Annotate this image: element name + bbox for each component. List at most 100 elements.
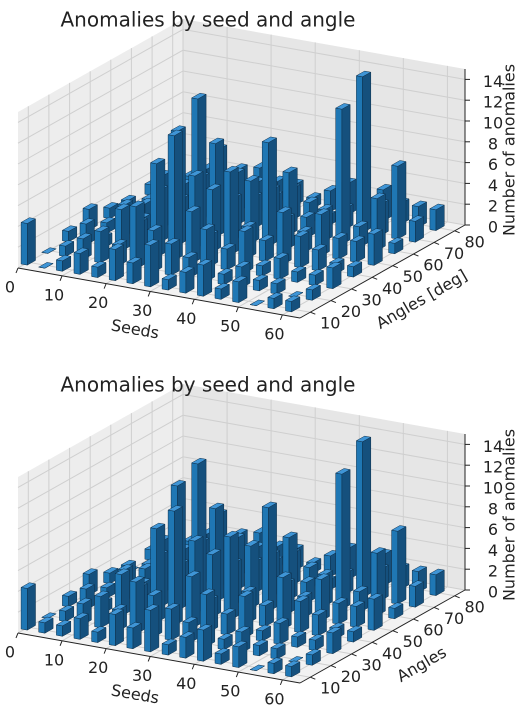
bar-front: [179, 271, 187, 294]
bar-top: [149, 157, 166, 165]
bar-top: [181, 251, 198, 258]
bar: [161, 273, 178, 291]
z-tick-label: 14: [483, 72, 503, 91]
z-tick-label: 6: [488, 520, 498, 539]
bar: [231, 640, 248, 669]
bar-front: [91, 630, 99, 643]
x-tick: [147, 656, 151, 662]
y-tick-label: 60: [423, 621, 443, 640]
bar-top: [58, 605, 75, 612]
bar-top: [325, 626, 342, 634]
bar: [164, 238, 181, 276]
bar-top: [223, 165, 240, 173]
bar: [408, 580, 425, 608]
bar-top: [305, 283, 322, 291]
x-tick: [103, 283, 107, 289]
z-tick-label: 4: [488, 176, 498, 195]
bar: [143, 239, 160, 288]
bar-front: [62, 595, 69, 608]
bar-top: [352, 585, 369, 593]
bar-front: [126, 261, 134, 285]
z-tick-label: 12: [483, 458, 503, 477]
bar: [284, 660, 301, 678]
bar-top: [387, 602, 404, 609]
bar-top: [258, 234, 275, 241]
y-tick: [413, 618, 419, 622]
y-tick: [392, 265, 398, 269]
bar-front: [232, 645, 240, 668]
bar-front: [56, 624, 63, 637]
bar: [196, 624, 213, 662]
bar: [308, 269, 325, 287]
bar-side: [300, 231, 310, 269]
bar-side: [300, 596, 310, 634]
x-tick: [59, 275, 63, 281]
bar-top: [73, 612, 90, 619]
bar-top: [129, 200, 146, 207]
bar: [178, 631, 195, 659]
bar: [258, 599, 275, 627]
bar-top: [282, 531, 299, 538]
y-tick: [372, 641, 378, 645]
bar-top: [346, 260, 363, 267]
bar-top: [196, 259, 213, 266]
bar-front: [255, 629, 263, 642]
bar: [126, 622, 143, 650]
bar: [73, 612, 90, 640]
bar-top: [205, 548, 222, 555]
bar-front: [311, 613, 319, 637]
z-axis-label: Number of anomalies: [500, 429, 519, 601]
bar-top: [302, 561, 319, 568]
z-tick-label: 14: [483, 437, 503, 456]
bar-front: [59, 609, 66, 622]
bar-top: [349, 600, 366, 607]
bar-front: [291, 270, 298, 283]
x-tick-label: 40: [176, 674, 196, 693]
bar-top: [334, 468, 351, 475]
x-tick: [235, 306, 239, 313]
bar-top: [390, 525, 407, 532]
bar-top: [76, 597, 93, 605]
bar: [252, 274, 269, 292]
bar-side: [341, 469, 351, 610]
bar: [217, 633, 234, 651]
bar-top: [37, 262, 54, 269]
bar: [220, 608, 237, 636]
y-tick-label: 60: [423, 256, 443, 275]
bar-side: [171, 604, 180, 641]
bar-front: [126, 626, 134, 650]
bar: [167, 505, 184, 627]
bar-front: [258, 239, 266, 262]
bar-top: [331, 232, 348, 239]
bar: [284, 295, 301, 313]
bar-top: [20, 217, 37, 224]
bar-side: [362, 71, 372, 234]
bar: [255, 624, 272, 642]
bar-top: [114, 203, 131, 210]
bar-front: [429, 208, 437, 231]
x-tick-label: 50: [220, 682, 240, 701]
bar-front: [285, 300, 292, 313]
bar-top: [223, 530, 240, 538]
bar-top: [82, 568, 99, 575]
y-tick: [413, 253, 419, 257]
bar: [223, 530, 240, 621]
bar-top: [217, 633, 234, 640]
y-tick-label: 50: [403, 267, 423, 286]
bar: [249, 299, 266, 306]
bar-side: [100, 226, 110, 264]
bar-front: [285, 665, 292, 678]
bar-front: [223, 170, 231, 256]
bar: [390, 160, 407, 240]
bar: [270, 642, 287, 660]
bar-side: [268, 502, 277, 613]
x-tick: [191, 664, 195, 670]
bar-front: [73, 617, 81, 640]
bar-side: [397, 526, 407, 605]
bar-front: [232, 280, 240, 303]
bar-front: [252, 644, 260, 657]
bar: [167, 129, 184, 262]
bar-top: [61, 590, 78, 597]
bar-front: [347, 265, 354, 278]
